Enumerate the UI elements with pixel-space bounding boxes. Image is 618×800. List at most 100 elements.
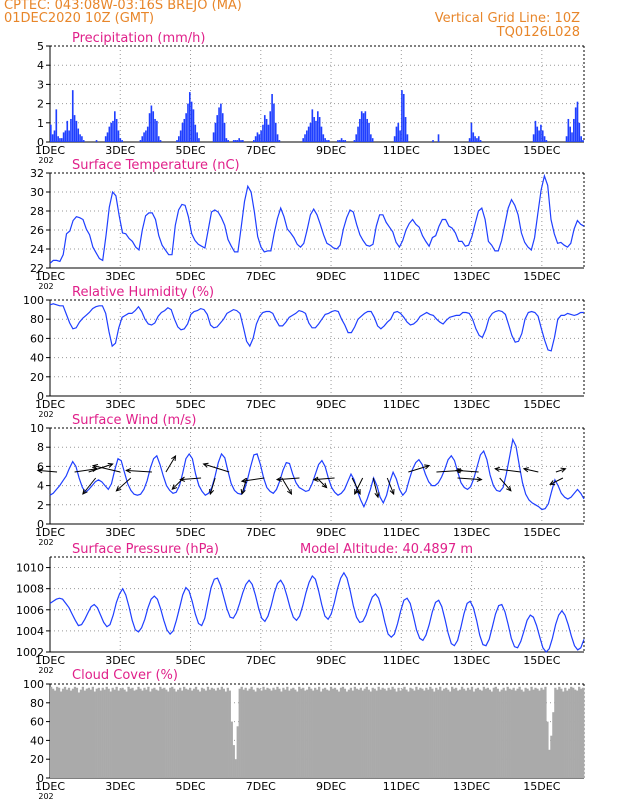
cloud-bar	[50, 686, 53, 778]
precip-bar	[51, 134, 54, 142]
cloud-bar	[238, 688, 241, 778]
cloud-bar	[415, 686, 418, 778]
x-year-stub: 202	[38, 666, 53, 675]
cloud-bar	[387, 687, 390, 778]
wind-vector-head	[209, 488, 215, 496]
precip-bar	[317, 111, 319, 142]
cloud-bar	[431, 688, 434, 778]
x-tick-label: 15DEC	[523, 398, 560, 411]
cloud-bar	[254, 691, 257, 778]
x-tick-label: 15DEC	[523, 270, 560, 283]
panel-title: Precipitation (mm/h)	[72, 31, 205, 46]
cloud-bar	[462, 688, 466, 778]
cloud-bar	[445, 687, 448, 778]
cloud-bar	[317, 686, 321, 778]
precip-bar	[576, 101, 579, 142]
y-tick-label: 20	[30, 753, 44, 766]
x-tick-label: 3DEC	[105, 780, 135, 793]
wind-line	[49, 437, 585, 511]
cloud-bar	[474, 688, 478, 778]
x-tick-label: 9DEC	[316, 780, 346, 793]
wind-vector-head	[321, 482, 328, 489]
wind-vector-head	[287, 488, 293, 495]
cloud-bar	[232, 745, 235, 778]
cloud-bar	[407, 691, 410, 778]
cloud-bar	[167, 691, 170, 778]
precip-bar	[157, 136, 160, 142]
precip-bar	[534, 120, 537, 142]
cloud-bar	[278, 688, 281, 778]
x-year-stub: 202	[38, 410, 53, 419]
panel-title: Relative Humidity (%)	[72, 285, 214, 300]
wind-vector-head	[179, 476, 186, 482]
cloud-bar	[294, 689, 297, 778]
cloud-bar	[204, 690, 208, 778]
y-tick-label: 80	[30, 697, 44, 710]
cloud-bar	[476, 687, 480, 778]
cloud-bar	[560, 688, 563, 778]
precip-bar	[238, 138, 240, 142]
cloud-bar	[210, 687, 214, 778]
precip-bar	[313, 117, 315, 142]
cloud-bar	[468, 689, 472, 778]
cloud-bar	[502, 687, 505, 778]
cloud-bar	[234, 759, 237, 778]
cloud-bar	[450, 686, 454, 778]
x-year-stub: 202	[38, 538, 53, 547]
x-tick-label: 11DEC	[383, 398, 420, 411]
y-tick-label: 0	[37, 390, 44, 403]
cloud-bar	[510, 689, 513, 778]
cloud-bar	[206, 686, 210, 778]
y-tick-label: 8	[37, 441, 44, 454]
cloud-bar	[242, 689, 245, 778]
x-tick-label: 5DEC	[175, 144, 205, 157]
y-tick-label: 1004	[16, 625, 44, 638]
x-tick-label: 7DEC	[246, 780, 276, 793]
y-tick-label: 6	[37, 460, 44, 473]
cloud-bar	[488, 689, 491, 778]
cloud-bar	[343, 688, 347, 778]
x-tick-label: 7DEC	[246, 144, 276, 157]
y-tick-label: 28	[30, 205, 44, 218]
wind-vector	[209, 477, 216, 495]
wind-vector-head	[354, 488, 359, 496]
cloud-bar	[534, 687, 537, 778]
cloud-bar	[399, 690, 402, 778]
precip-bar	[185, 113, 187, 142]
cloud-bar	[359, 687, 362, 778]
precip-bar	[315, 120, 317, 142]
wind-vector-head	[171, 484, 178, 491]
cloud-bar	[147, 686, 150, 778]
cloud-bar	[542, 689, 545, 778]
cloud-bar	[200, 687, 204, 778]
cloud-bar	[226, 687, 229, 778]
cloud-bar	[514, 690, 517, 778]
precip-bar	[402, 94, 405, 142]
header-grid-note: Vertical Grid Line: 10Z	[434, 11, 580, 26]
x-tick-label: 7DEC	[246, 398, 276, 411]
cloud-bar	[304, 690, 307, 778]
cloud-bar	[564, 687, 567, 778]
precip-bar	[536, 126, 539, 142]
cloud-bar	[208, 689, 212, 778]
precip-bar	[340, 138, 343, 142]
precip-bar	[397, 122, 400, 142]
wind-vector	[92, 465, 121, 473]
precip-bar	[227, 140, 230, 142]
cloud-bar	[57, 687, 61, 778]
text-layer: 1DEC 3DEC 5DEC 7DEC 9DEC 11DEC 13DEC 15DEC20201…	[16, 31, 561, 800]
precip-bar	[156, 120, 158, 142]
cloud-bar	[524, 687, 527, 778]
cloud-bar	[397, 687, 400, 778]
y-tick-label: 10	[30, 422, 44, 435]
wind-vector	[354, 477, 364, 495]
wind-vector	[281, 477, 292, 495]
cloud-bar	[312, 690, 315, 778]
cloud-bar	[389, 689, 392, 778]
cloud-bar	[59, 691, 63, 778]
wind-vector-head	[240, 488, 246, 496]
y-tick-label: 4	[37, 59, 44, 72]
precip-bar	[150, 105, 153, 142]
cloud-bar	[548, 749, 551, 778]
y-tick-label: 3	[37, 78, 44, 91]
